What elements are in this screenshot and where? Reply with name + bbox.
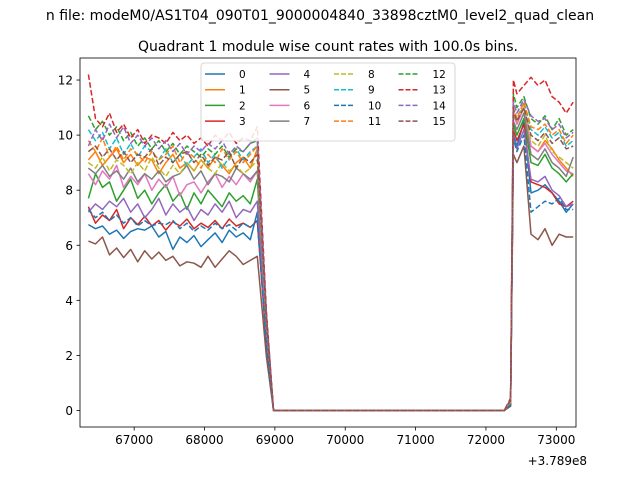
y-tick-label: 2	[65, 349, 73, 363]
y-tick-label: 10	[58, 129, 73, 143]
x-tick-label: 71000	[396, 433, 434, 447]
x-tick-label: 73000	[537, 433, 575, 447]
series-line-8	[87, 104, 574, 412]
legend-label-1: 1	[239, 85, 246, 97]
legend-box	[200, 62, 456, 142]
legend-label-2: 2	[239, 100, 246, 112]
legend-label-10: 10	[368, 100, 381, 112]
axes-layer: 67000 68000 69000 70000 71000 72000 73000 0 2 4 6 8…	[58, 57, 577, 447]
legend-label-12: 12	[433, 69, 446, 81]
x-tick-label: 72000	[467, 433, 505, 447]
series-line-11	[87, 101, 574, 412]
series-line-9	[87, 101, 574, 412]
legend-label-3: 3	[239, 116, 246, 128]
series-line-0	[88, 120, 574, 412]
legend-label-5: 5	[304, 85, 311, 97]
series-line-2	[87, 117, 574, 412]
x-tick-label: 68000	[185, 433, 223, 447]
x-tick-label: 70000	[326, 433, 364, 447]
chart-title: Quadrant 1 module wise count rates with …	[138, 39, 518, 55]
figure-suptitle: n file: modeM0/AS1T04_090T01_9000004840_…	[46, 8, 594, 24]
y-tick-label: 12	[58, 74, 73, 88]
series-line-6	[87, 106, 574, 412]
legend-label-0: 0	[239, 69, 246, 81]
series-line-5	[88, 145, 574, 412]
x-axis-offset-label: +3.789e8	[528, 454, 587, 468]
y-tick-label: 6	[65, 239, 73, 253]
series-line-1	[87, 106, 574, 412]
series-line-7	[87, 112, 574, 412]
y-tick-label: 4	[65, 294, 73, 308]
legend-label-14: 14	[433, 100, 447, 112]
legend-label-13: 13	[433, 85, 446, 97]
series-line-15	[87, 106, 574, 412]
series-line-10	[87, 134, 574, 412]
legend-label-8: 8	[368, 69, 375, 81]
legend-label-6: 6	[304, 100, 311, 112]
y-tick-label: 0	[65, 404, 73, 418]
y-tick-label: 8	[65, 184, 73, 198]
series-line-3	[87, 123, 574, 412]
plot-frame	[79, 57, 577, 428]
x-tick-label: 67000	[115, 433, 153, 447]
legend-label-9: 9	[368, 85, 375, 97]
legend-label-11: 11	[368, 116, 381, 128]
legend-label-15: 15	[433, 116, 446, 128]
series-layer	[87, 74, 574, 412]
x-tick-label: 69000	[256, 433, 294, 447]
series-line-14	[87, 98, 574, 412]
legend-label-7: 7	[304, 116, 311, 128]
legend-label-4: 4	[304, 69, 311, 81]
series-line-4	[87, 128, 574, 412]
